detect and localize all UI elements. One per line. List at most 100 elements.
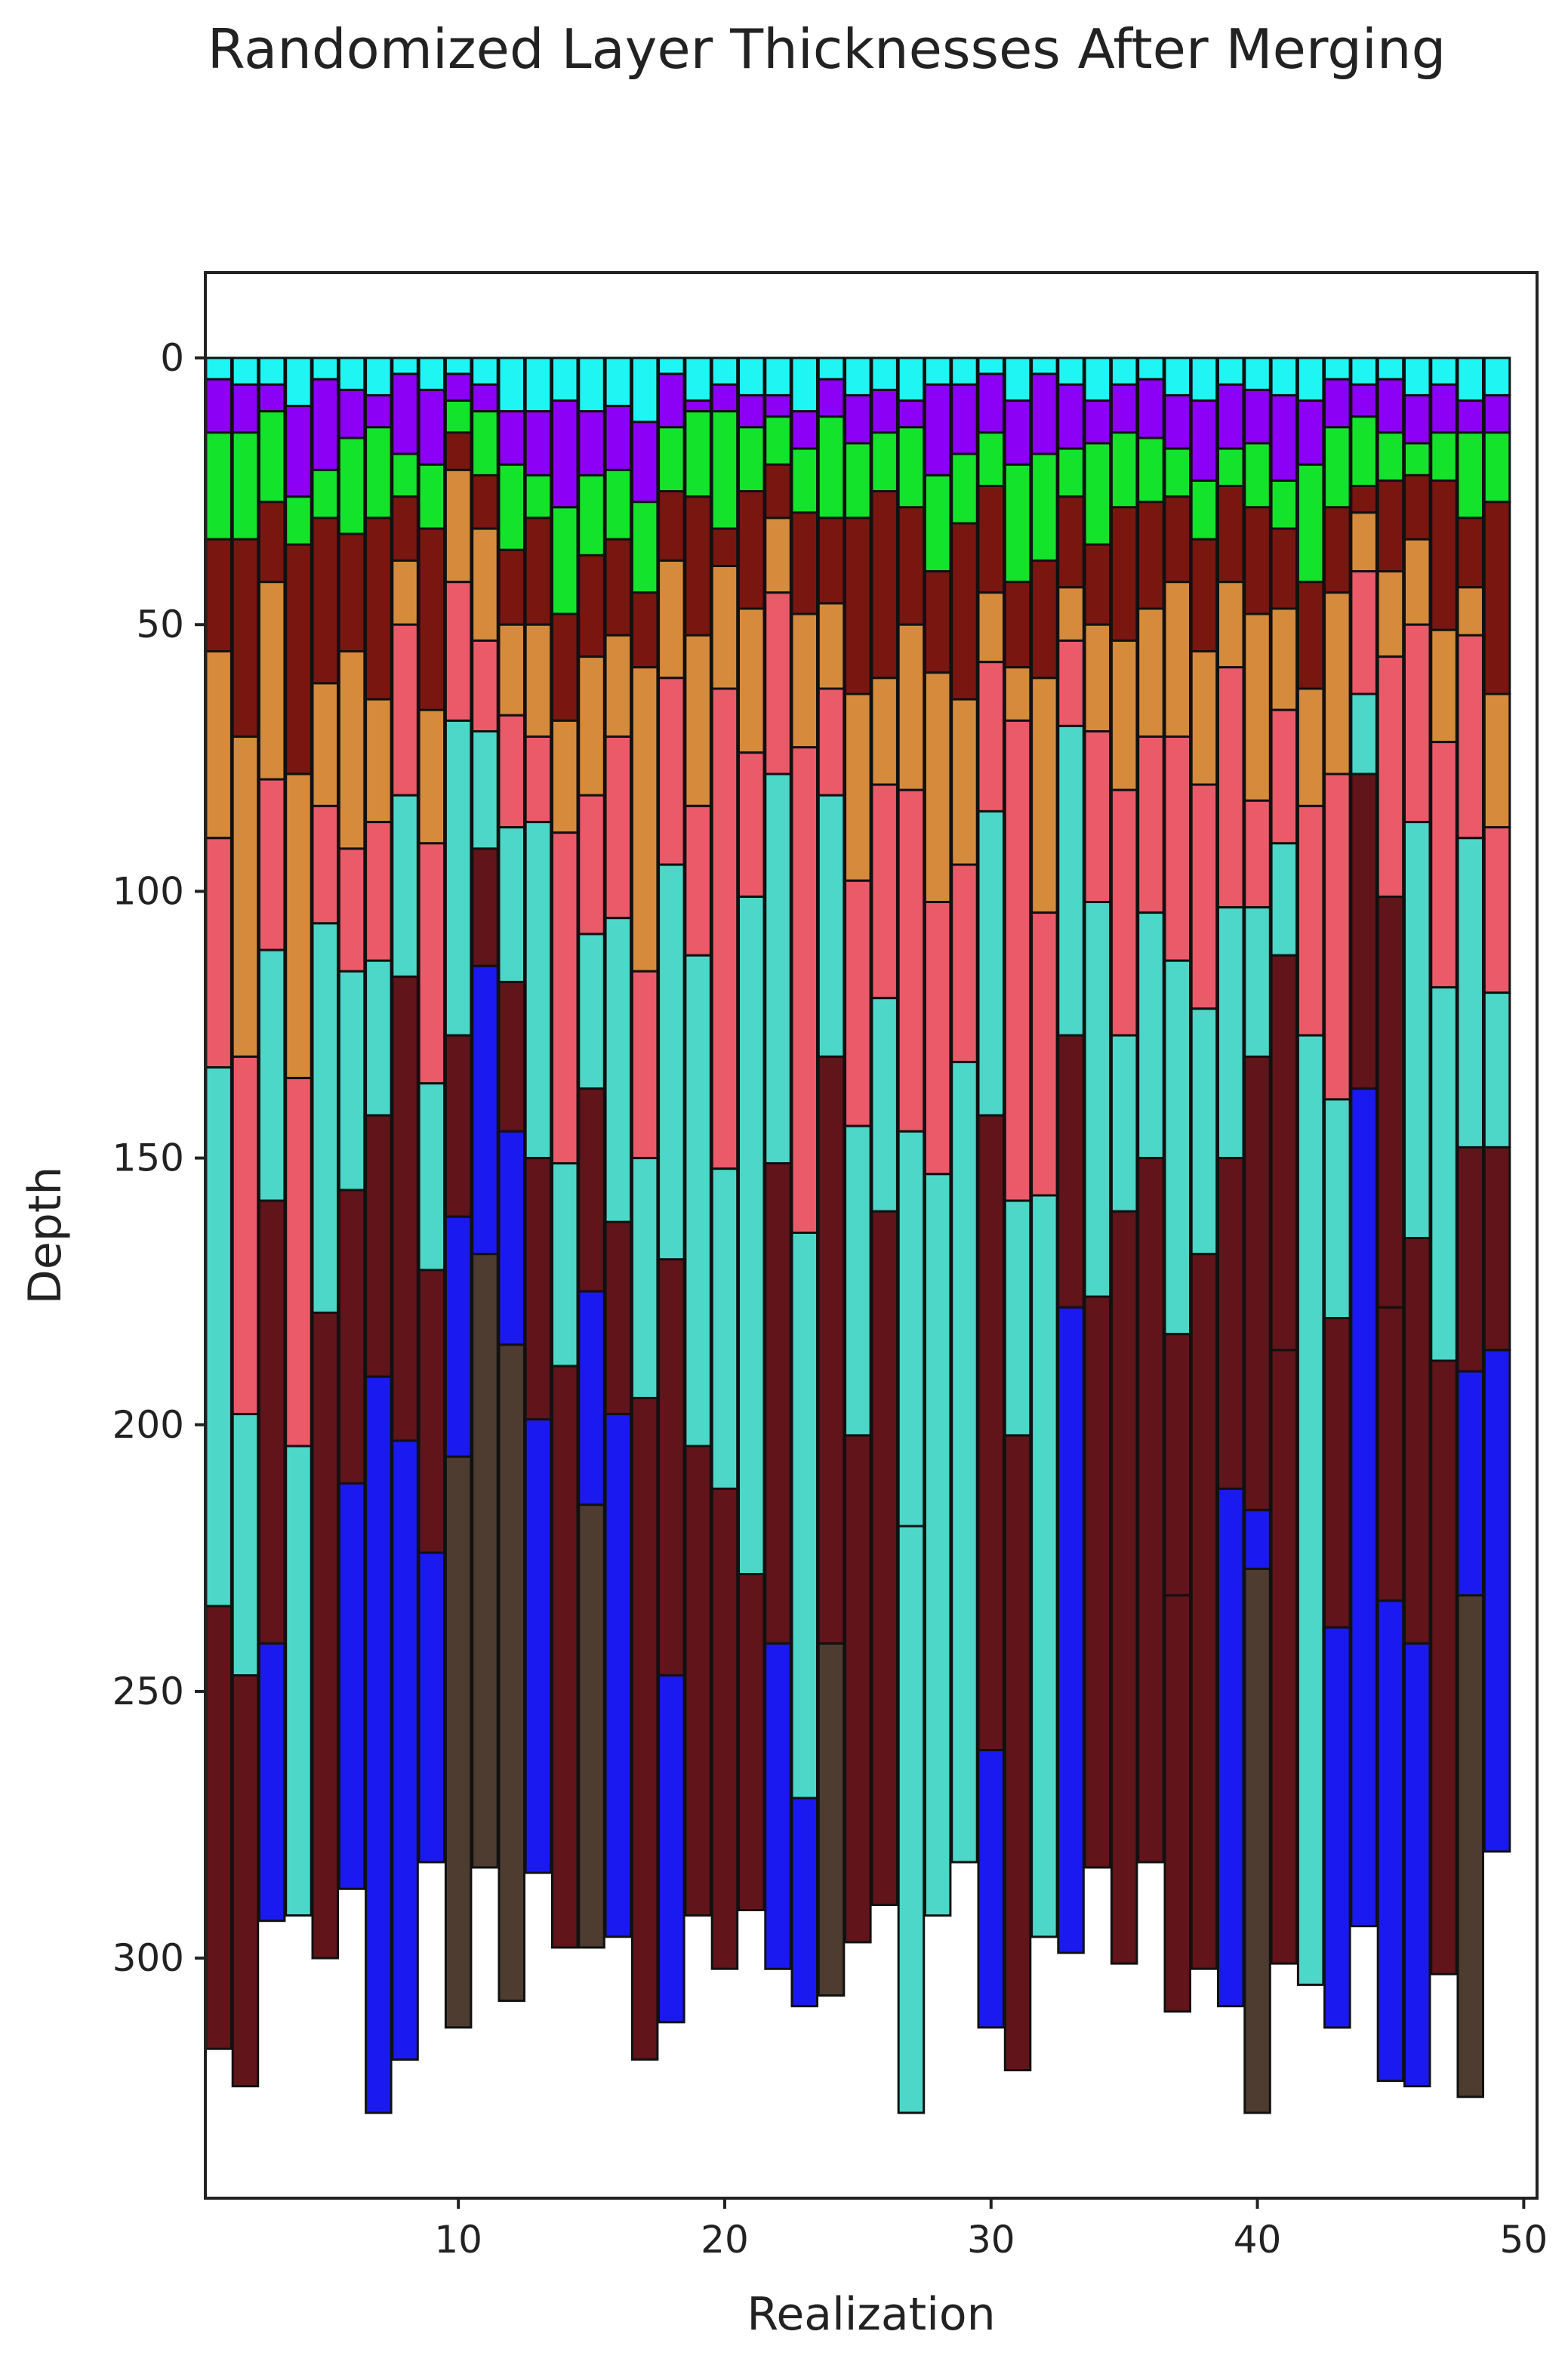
bar-segment-r21-l2	[738, 394, 766, 429]
bar-segment-r23-l7	[790, 1232, 818, 1799]
bar-segment-r11-l2	[471, 383, 499, 413]
bar-segment-r46-l9	[1403, 1642, 1431, 2088]
bar-segment-r22-l6	[764, 591, 792, 776]
bar-segment-r15-l10	[578, 1503, 605, 1949]
bar-segment-r2-l6	[231, 1055, 260, 1416]
bar-segment-r40-l3	[1243, 442, 1271, 509]
bar-segment-r8-l2	[391, 372, 419, 455]
bar-segment-r43-l6	[1323, 772, 1351, 1101]
bar-segment-r43-l7	[1323, 1098, 1351, 1320]
bar-segment-r7-l6	[365, 821, 393, 962]
bar-segment-r24-l5	[817, 602, 846, 690]
bar-segment-r17-l5	[630, 666, 659, 973]
bar-segment-r22-l3	[764, 415, 792, 466]
bar-segment-r37-l8	[1163, 1333, 1191, 1597]
bar-segment-r19-l5	[684, 634, 712, 807]
bar-segment-r36-l2	[1137, 378, 1165, 439]
bar-segment-r17-l3	[630, 501, 659, 594]
bar-segment-r22-l7	[764, 772, 792, 1165]
bar-segment-r47-l2	[1430, 383, 1458, 434]
bar-segment-r34-l7	[1083, 901, 1112, 1298]
bar-segment-r26-l8	[870, 1210, 898, 1906]
bar-segment-r3-l1	[257, 356, 286, 386]
bar-segment-r49-l7	[1483, 991, 1511, 1149]
bar-segment-r32-l1	[1030, 356, 1058, 375]
bar-segment-r34-l3	[1083, 442, 1112, 546]
bar-segment-r13-l8	[524, 1157, 553, 1421]
bar-segment-r20-l2	[710, 383, 739, 413]
bar-segment-r4-l3	[285, 495, 313, 546]
bar-segment-r44-l4	[1350, 485, 1378, 514]
bar-segment-r4-l1	[285, 356, 313, 408]
bar-segment-r6-l9	[337, 1482, 366, 1890]
bar-segment-r29-l1	[950, 356, 978, 386]
bar-segment-r35-l1	[1110, 356, 1138, 386]
bar-segment-r43-l3	[1323, 426, 1351, 509]
bar-segment-r8-l7	[391, 794, 419, 978]
bar-segment-r18-l4	[658, 490, 685, 562]
bar-segment-r20-l5	[710, 565, 739, 690]
bar-segment-r46-l6	[1403, 623, 1431, 824]
bar-segment-r7-l3	[365, 426, 393, 520]
y-tick-label: 100	[112, 869, 184, 913]
bar-segment-r35-l8	[1110, 1210, 1138, 1965]
bar-segment-r8-l6	[391, 623, 419, 797]
bar-segment-r7-l8	[365, 1114, 393, 1378]
bar-segment-r39-l7	[1217, 906, 1245, 1160]
bar-segment-r26-l4	[870, 490, 898, 680]
bar-segment-r6-l7	[337, 970, 366, 1192]
bar-segment-r5-l1	[311, 356, 339, 381]
bar-segment-r15-l1	[578, 356, 605, 413]
bar-segment-r16-l2	[604, 405, 633, 471]
bar-segment-r41-l1	[1270, 356, 1298, 396]
bar-segment-r6-l4	[337, 532, 366, 652]
bar-segment-r44-l2	[1350, 383, 1378, 418]
bar-segment-r42-l6	[1296, 804, 1325, 1037]
bar-segment-r39-l3	[1217, 447, 1245, 487]
bar-segment-r45-l1	[1376, 356, 1405, 381]
bar-segment-r40-l5	[1243, 612, 1271, 802]
bar-segment-r10-l2	[444, 372, 473, 402]
bar-segment-r40-l7	[1243, 906, 1271, 1058]
bar-segment-r5-l6	[311, 804, 339, 925]
bar-segment-r16-l5	[604, 634, 633, 738]
bar-segment-r25-l4	[844, 517, 872, 695]
bar-segment-r11-l10	[471, 1253, 499, 1869]
bar-segment-r37-l7	[1163, 959, 1191, 1336]
bar-segment-r10-l9	[444, 1215, 473, 1458]
bar-segment-r1-l1	[205, 356, 233, 381]
bar-segment-r37-l4	[1163, 495, 1191, 584]
y-tick-label: 150	[112, 1136, 184, 1180]
bar-segment-r27-l5	[897, 623, 926, 791]
bar-segment-r3-l4	[257, 501, 286, 584]
bar-segment-r27-l6	[897, 788, 926, 1133]
bar-segment-r16-l4	[604, 538, 633, 637]
bar-segment-r42-l2	[1296, 399, 1325, 466]
bar-segment-r1-l7	[205, 1066, 233, 1608]
bar-segment-r25-l8	[844, 1434, 872, 1944]
bar-segment-r7-l5	[365, 698, 393, 824]
bar-segment-r19-l3	[684, 410, 712, 498]
bar-segment-r44-l8	[1350, 772, 1378, 1090]
bar-segment-r27-l3	[897, 426, 926, 509]
x-axis-label: Realization	[747, 2288, 995, 2341]
x-tick-label: 20	[701, 2218, 749, 2262]
bar-segment-r42-l4	[1296, 581, 1325, 690]
bar-segment-r5-l5	[311, 682, 339, 807]
bar-segment-r9-l1	[417, 356, 446, 391]
bar-segment-r21-l8	[738, 1573, 766, 1911]
bar-segment-r33-l1	[1057, 356, 1085, 386]
bar-segment-r1-l6	[205, 837, 233, 1069]
bar-segment-r39-l1	[1217, 356, 1245, 386]
bar-segment-r45-l5	[1376, 570, 1405, 658]
bar-segment-r41-l6	[1270, 708, 1298, 845]
bar-segment-r17-l4	[630, 591, 659, 669]
bar-segment-r40-l10	[1243, 1568, 1271, 2114]
y-tick-label: 50	[136, 603, 184, 646]
bar-segment-r31-l6	[1003, 719, 1032, 1202]
bar-segment-r16-l9	[604, 1413, 633, 1938]
bar-segment-r10-l4	[444, 431, 473, 471]
bar-segment-r7-l9	[365, 1375, 393, 2114]
bar-segment-r28-l3	[923, 473, 952, 573]
bar-segment-r44-l1	[1350, 356, 1378, 386]
